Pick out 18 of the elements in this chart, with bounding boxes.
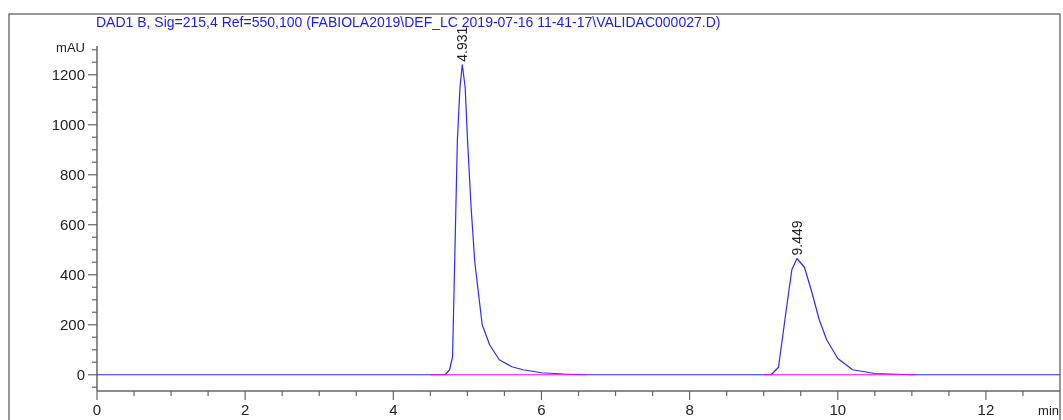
- y-tick-label: 600: [59, 216, 85, 233]
- x-tick-label: 8: [685, 401, 694, 418]
- x-tick-label: 6: [537, 401, 546, 418]
- x-tick-label: 12: [977, 401, 995, 418]
- line-series: [96, 64, 1061, 376]
- x-axis-title: min: [1038, 403, 1059, 418]
- y-tick-label: 400: [59, 266, 85, 283]
- y-tick-label: 1200: [51, 66, 85, 83]
- y-tick-label: 200: [59, 316, 85, 333]
- annotation: 9.449: [788, 220, 805, 256]
- x-tick-label: 2: [240, 401, 250, 418]
- x-tick-label: 4: [389, 401, 398, 418]
- y-tick-label: 1000: [51, 116, 85, 133]
- y-tick-label: 0: [76, 366, 85, 383]
- y-tick-label: 800: [59, 166, 85, 183]
- x-tick-label: 10: [829, 401, 847, 418]
- y-axis-title: mAU: [56, 40, 85, 55]
- x-tick-label: 0: [92, 401, 102, 418]
